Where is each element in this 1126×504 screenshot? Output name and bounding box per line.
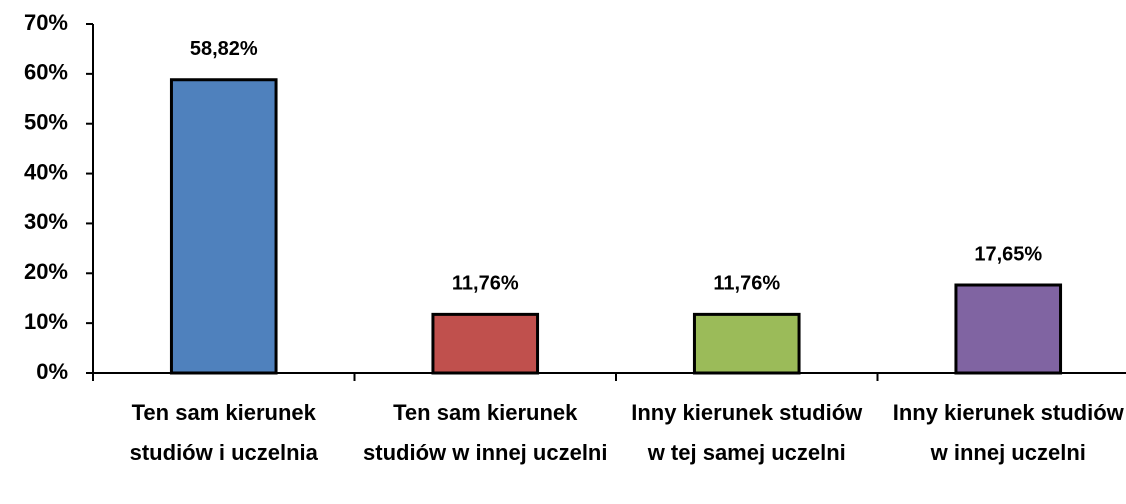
x-tick-label: Ten sam kierunek studiów i uczelnia — [129, 400, 318, 465]
y-tick-label: 30% — [24, 209, 68, 234]
y-tick-label: 10% — [24, 309, 68, 334]
y-tick-label: 40% — [24, 159, 68, 184]
y-tick-label: 0% — [36, 359, 68, 384]
y-tick-label: 20% — [24, 259, 68, 284]
value-label: 17,65% — [974, 243, 1042, 265]
value-label: 58,82% — [190, 38, 258, 60]
x-tick-label: Ten sam kierunek studiów w innej uczelni — [363, 400, 608, 465]
value-label: 11,76% — [452, 273, 519, 295]
y-tick-label: 70% — [24, 10, 68, 35]
value-label: 11,76% — [713, 273, 780, 295]
x-tick-label: Inny kierunek studiów w tej samej uczeln… — [631, 400, 863, 465]
bar — [169, 78, 278, 375]
y-tick-label: 60% — [24, 60, 68, 85]
bar — [954, 283, 1063, 375]
y-tick-label: 50% — [24, 110, 68, 135]
bar — [431, 312, 540, 375]
x-tick-label: Inny kierunek studiów w innej uczelni — [892, 400, 1124, 465]
bar — [692, 312, 801, 375]
